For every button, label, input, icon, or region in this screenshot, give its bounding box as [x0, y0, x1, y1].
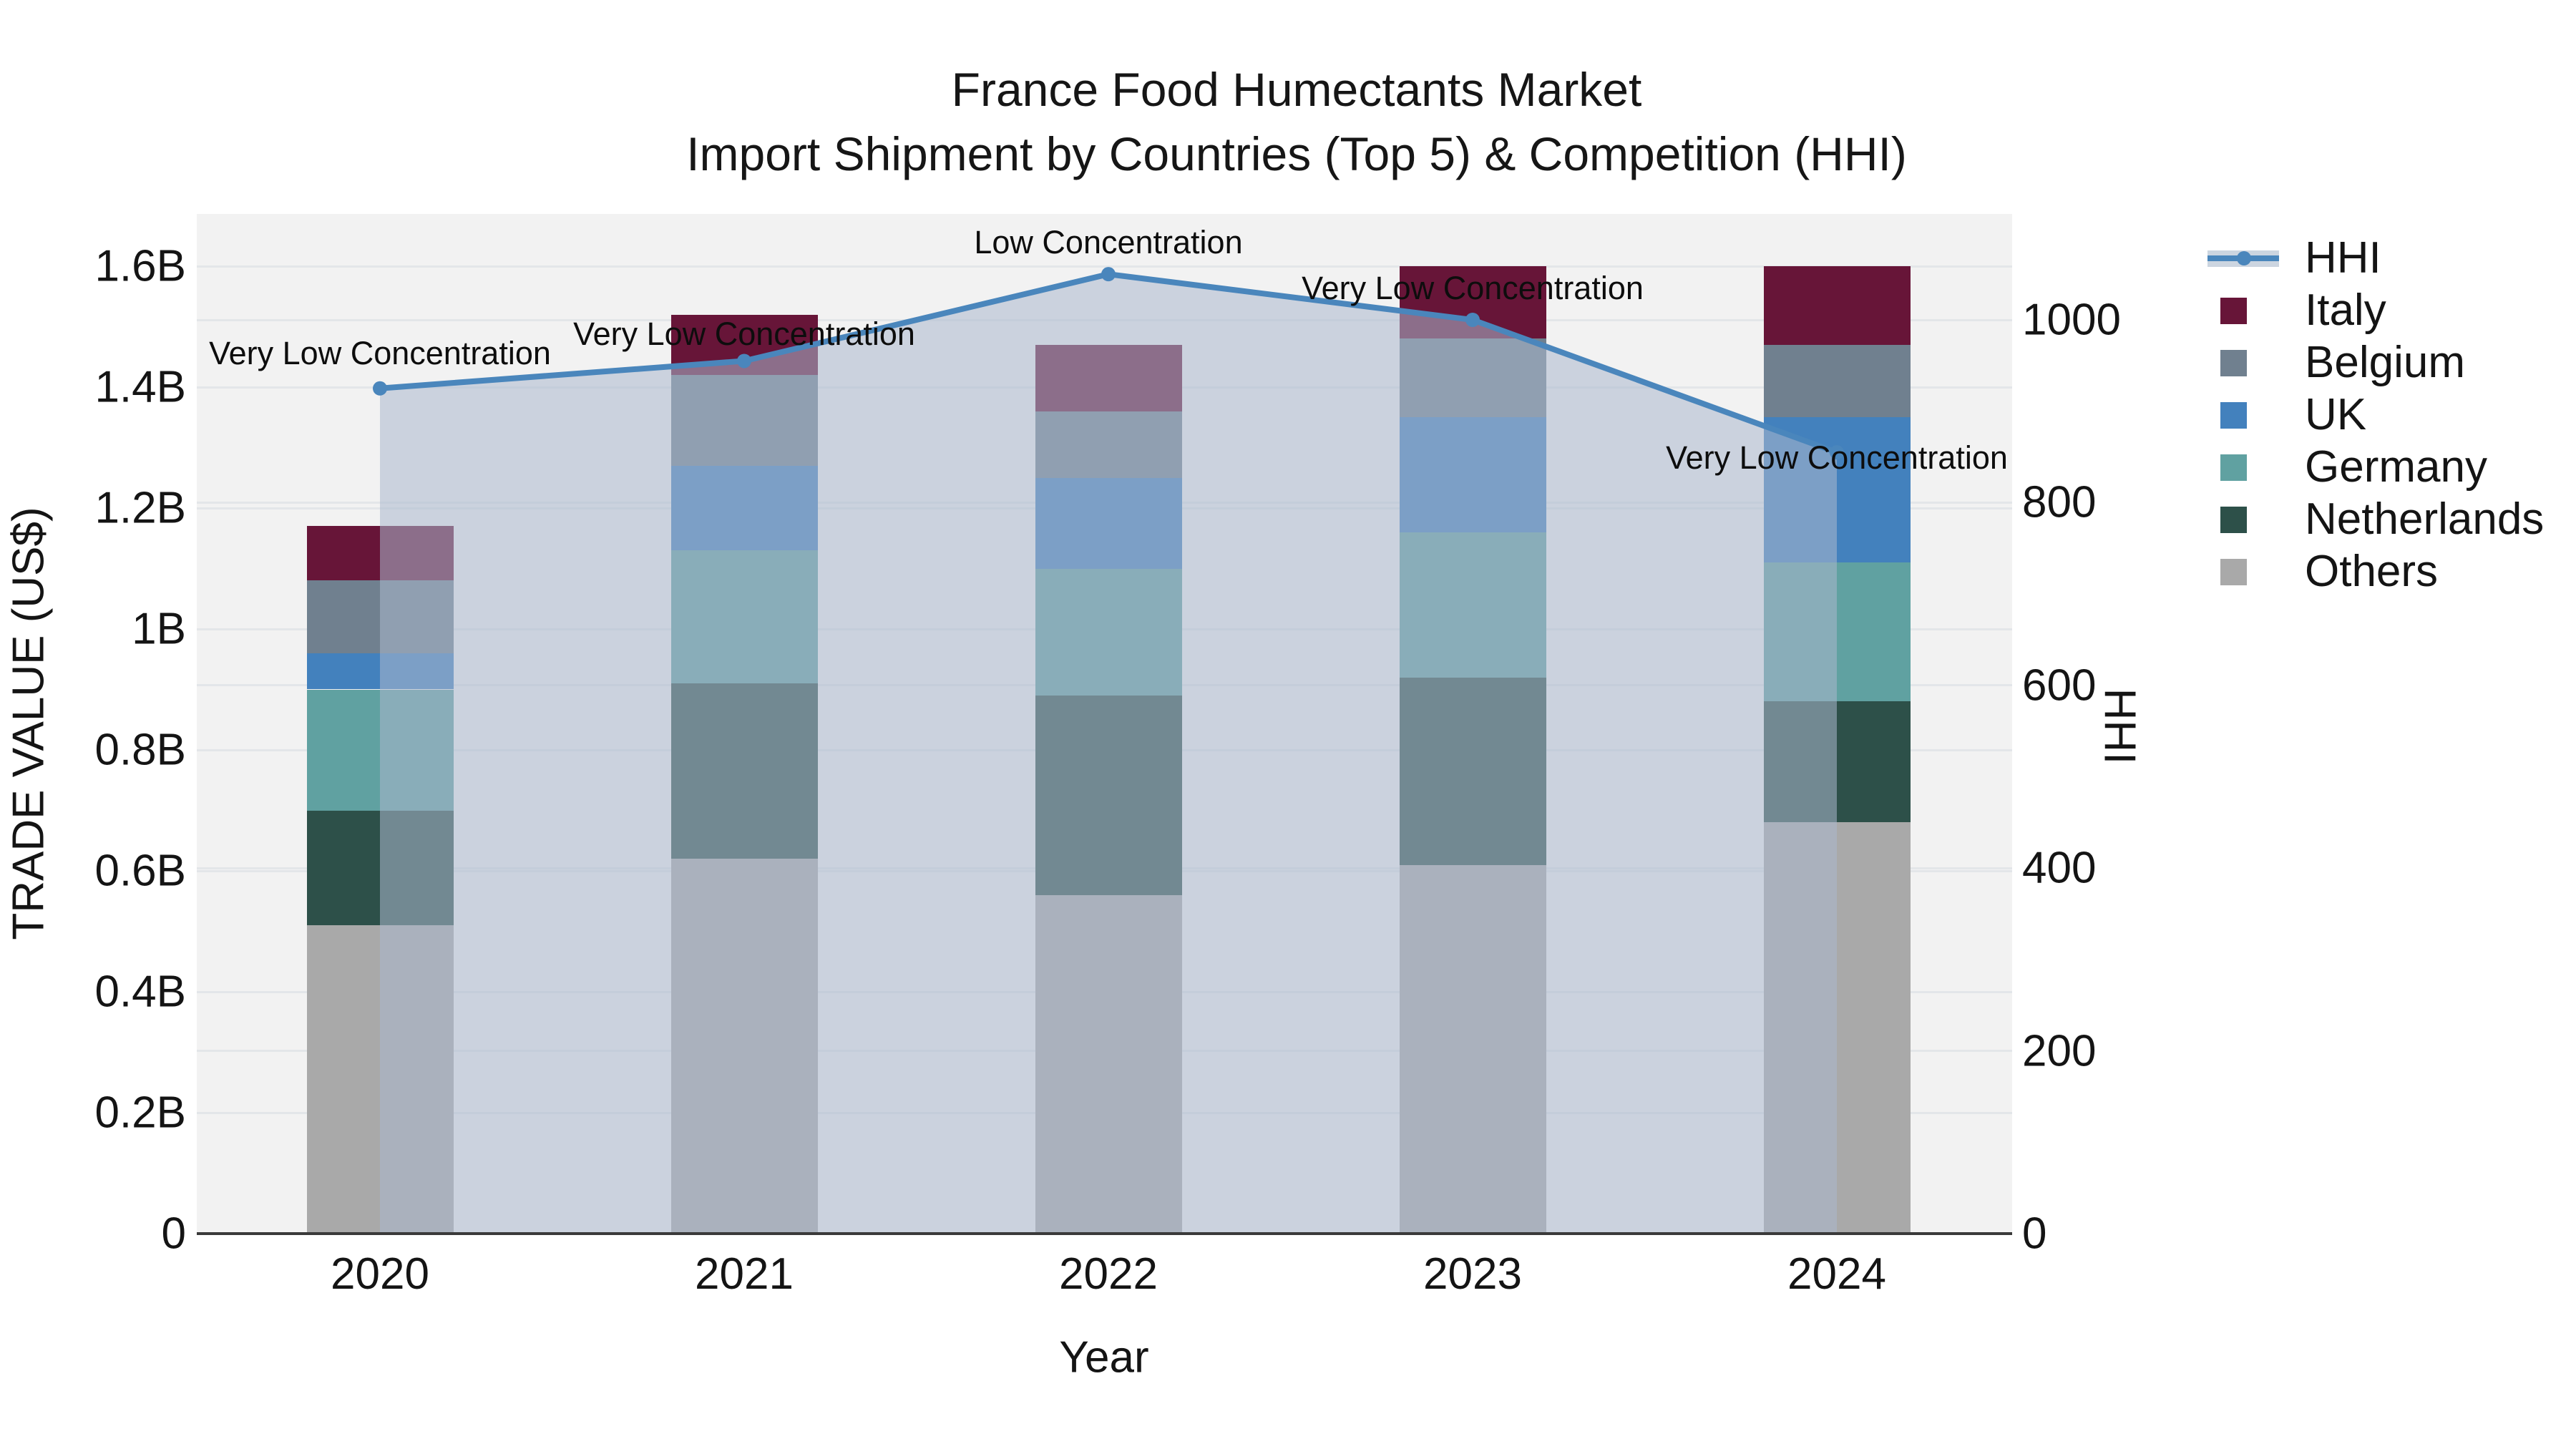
annotation-2023: Very Low Concentration	[1302, 270, 1644, 306]
uk-color-swatch-icon	[2207, 401, 2293, 429]
legend-label: Italy	[2305, 286, 2386, 335]
chart-title: France Food Humectants Market	[951, 63, 1642, 116]
hhi-line-legend-icon	[2207, 244, 2293, 273]
legend-swatch	[2220, 349, 2247, 376]
y-left-tick-1.6B: 1.6B	[94, 241, 186, 291]
italy-color-swatch-icon	[2207, 296, 2293, 325]
x-tick-2024: 2024	[1787, 1249, 1886, 1299]
legend-label: UK	[2305, 390, 2367, 439]
hhi-area-fill	[380, 274, 1837, 1234]
bar-2024-italy	[1763, 266, 1911, 345]
legend-swatch	[2220, 454, 2247, 481]
y-right-tick-1000: 1000	[2022, 295, 2121, 345]
y-left-tick-1.2B: 1.2B	[94, 483, 186, 533]
hhi-marker-2024	[1830, 445, 1844, 460]
y-left-tick-0: 0	[161, 1209, 186, 1259]
y-right-tick-800: 800	[2022, 477, 2097, 527]
y-left-tick-1.4B: 1.4B	[94, 362, 186, 412]
x-tick-2021: 2021	[695, 1249, 794, 1299]
y-right-tick-0: 0	[2022, 1209, 2047, 1259]
y-right-tick-200: 200	[2022, 1026, 2097, 1076]
x-axis-title: Year	[1059, 1332, 1149, 1382]
legend-item-italy[interactable]: Italy	[2207, 284, 2544, 336]
others-color-swatch-icon	[2207, 557, 2293, 586]
chart-subtitle: Import Shipment by Countries (Top 5) & C…	[686, 127, 1907, 180]
y-left-tick-1B: 1B	[132, 604, 186, 654]
hhi-marker-2020	[373, 381, 387, 396]
y-right-tick-600: 600	[2022, 660, 2097, 711]
legend-label: Netherlands	[2305, 494, 2545, 544]
hhi-marker-2022	[1101, 267, 1116, 282]
legend-item-others[interactable]: Others	[2207, 545, 2544, 597]
annotation-2024: Very Low Concentration	[1666, 439, 2008, 477]
legend-swatch	[2220, 506, 2247, 533]
hhi-marker-2023	[1465, 313, 1480, 327]
legend-label: HHI	[2305, 233, 2381, 283]
gridline	[197, 265, 2012, 268]
legend-item-netherlands[interactable]: Netherlands	[2207, 493, 2544, 545]
annotation-2022: Low Concentration	[974, 224, 1243, 261]
legend-swatch	[2220, 297, 2247, 324]
x-tick-2023: 2023	[1423, 1249, 1522, 1299]
annotation-2020: Very Low Concentration	[209, 334, 551, 371]
belgium-color-swatch-icon	[2207, 348, 2293, 377]
y-left-tick-0.2B: 0.2B	[94, 1088, 186, 1138]
legend-item-belgium[interactable]: Belgium	[2207, 336, 2544, 389]
x-tick-2020: 2020	[331, 1249, 429, 1299]
germany-color-swatch-icon	[2207, 453, 2293, 482]
y-left-tick-0.4B: 0.4B	[94, 967, 186, 1017]
legend-item-hhi[interactable]: HHI	[2207, 232, 2544, 284]
x-tick-2022: 2022	[1059, 1249, 1158, 1299]
hhi-marker-swatch	[2237, 250, 2251, 265]
y-right-tick-400: 400	[2022, 843, 2097, 893]
x-axis-line	[197, 1232, 2012, 1235]
legend-swatch	[2220, 558, 2247, 585]
y-left-tick-0.8B: 0.8B	[94, 725, 186, 775]
legend-label: Germany	[2305, 442, 2487, 492]
bar-2024-belgium	[1763, 344, 1911, 418]
legend-label: Others	[2305, 547, 2439, 596]
hhi-marker-2021	[737, 353, 751, 369]
legend-item-uk[interactable]: UK	[2207, 389, 2544, 441]
y-left-tick-0.6B: 0.6B	[94, 846, 186, 896]
annotation-2021: Very Low Concentration	[573, 316, 915, 353]
legend-label: Belgium	[2305, 338, 2465, 387]
legend-item-germany[interactable]: Germany	[2207, 441, 2544, 493]
legend-swatch	[2220, 401, 2247, 429]
netherlands-color-swatch-icon	[2207, 505, 2293, 534]
legend: HHI Italy Belgium UK Germany Netherlands Other…	[2207, 232, 2544, 597]
